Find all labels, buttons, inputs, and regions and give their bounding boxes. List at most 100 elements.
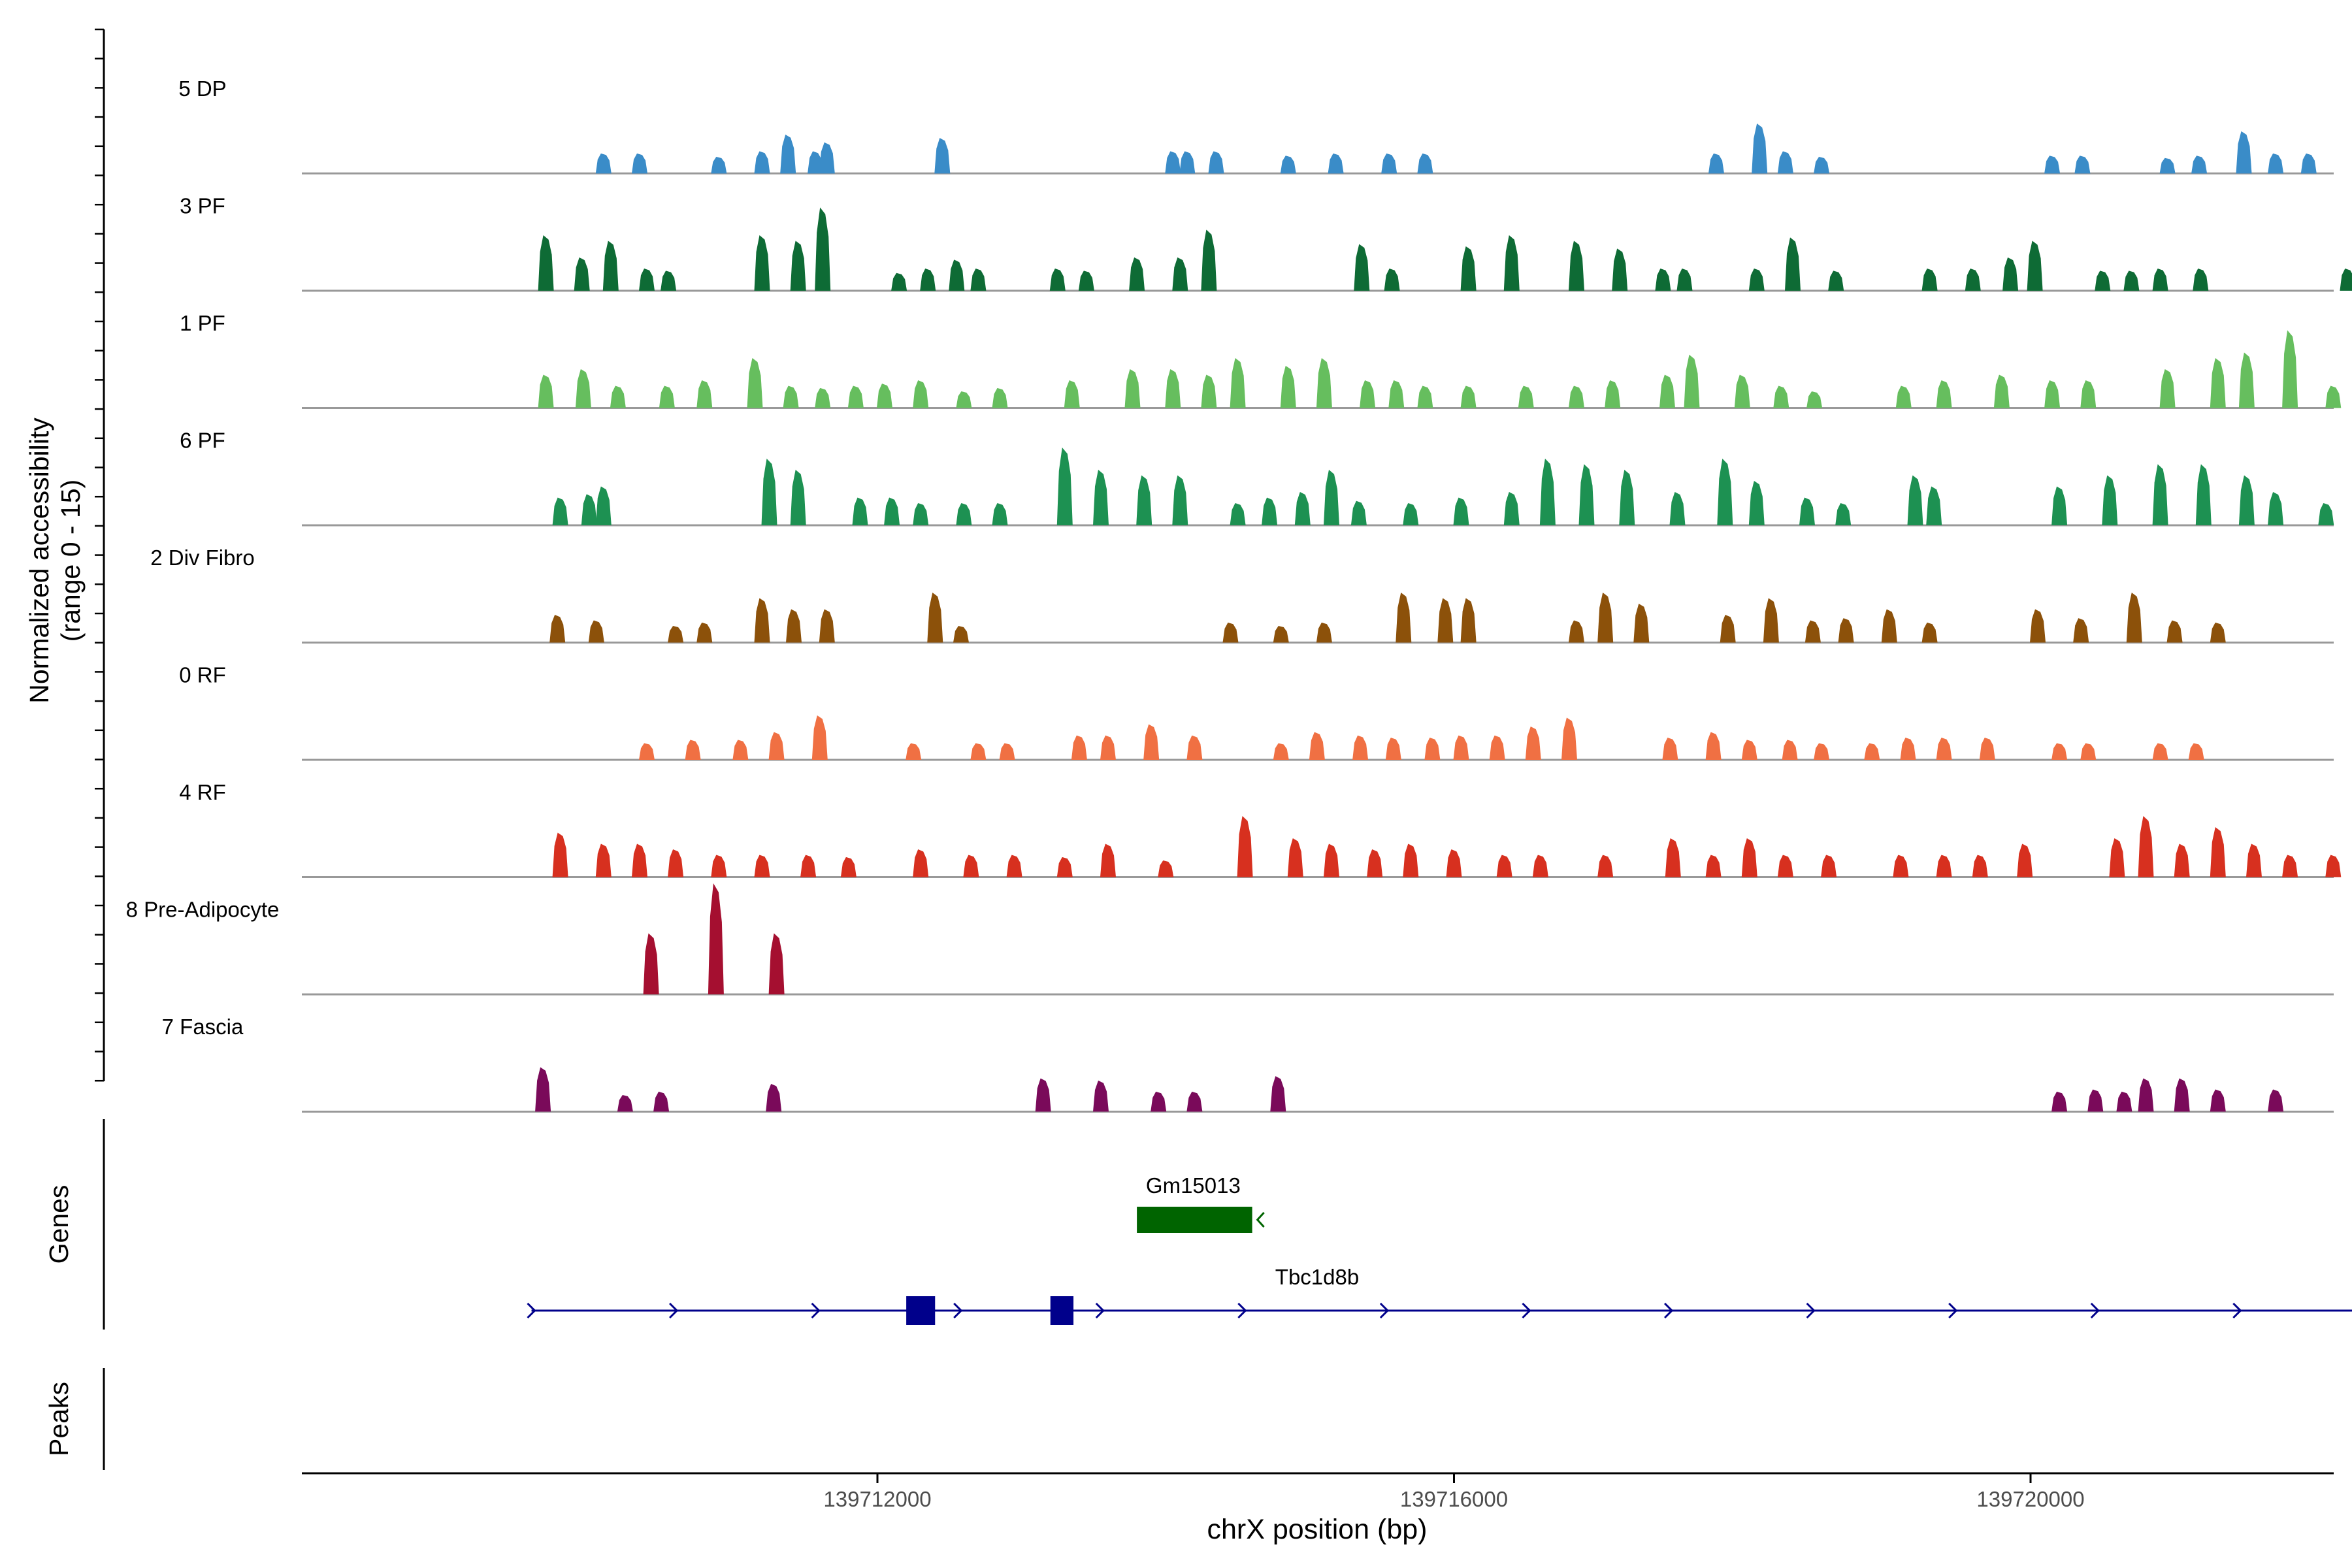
track-label: 8 Pre-Adipocyte <box>126 898 280 922</box>
coverage-peak <box>1071 735 1087 760</box>
coverage-peak <box>754 235 770 291</box>
coverage-peak <box>2282 855 2298 877</box>
coverage-peak <box>588 620 604 643</box>
coverage-peak <box>1907 475 1923 525</box>
coverage-peak <box>891 272 907 291</box>
coverage-peak <box>754 598 770 643</box>
track-5-dp: 5 DP <box>178 76 2334 174</box>
coverage-peak <box>574 257 590 291</box>
coverage-peak <box>538 374 554 408</box>
coverage-peak <box>1705 855 1722 877</box>
coverage-peak <box>1280 155 1296 174</box>
coverage-peak <box>711 157 727 174</box>
strand-arrow <box>1522 1302 1531 1319</box>
track-3-pf: 3 PF <box>180 194 2352 292</box>
coverage-peak <box>1708 153 1724 174</box>
coverage-peak <box>852 497 868 525</box>
coverage-peak <box>1748 269 1765 291</box>
coverage-peak <box>1561 717 1577 760</box>
coverage-peak <box>2138 816 2154 877</box>
coverage-peak <box>1835 503 1852 525</box>
coverage-peak <box>1496 855 1512 877</box>
coverage-peak <box>1165 369 1181 408</box>
strand-arrow <box>1237 1302 1247 1319</box>
coverage-peak <box>1006 855 1022 877</box>
coverage-peak <box>1165 151 1181 174</box>
strand-arrow <box>2232 1302 2242 1319</box>
coverage-peak <box>653 1091 670 1112</box>
coverage-peak <box>1799 497 1815 525</box>
coverage-peak <box>811 715 828 760</box>
coverage-peak <box>1273 626 1289 643</box>
coverage-peak <box>595 153 612 174</box>
track-label: 4 RF <box>179 780 226 804</box>
coverage-peak <box>581 494 597 525</box>
coverage-peak <box>1446 849 1462 877</box>
gene-label: Tbc1d8b <box>1275 1265 1359 1289</box>
coverage-peak <box>1569 620 1584 643</box>
coverage-peak <box>747 358 763 408</box>
coverage-peak <box>2300 153 2317 174</box>
coverage-peak <box>1741 740 1757 760</box>
coverage-peak <box>2080 743 2097 760</box>
strand-arrow <box>811 1302 821 1319</box>
x-axis-ticks: 139712000 139716000 139720000 <box>823 1473 2085 1511</box>
coverage-peak <box>1309 732 1325 760</box>
coverage-peak <box>1100 735 1116 760</box>
coverage-peak <box>2238 475 2255 525</box>
coverage-peak <box>1665 838 1681 877</box>
coverage-peak <box>1717 459 1733 525</box>
coverage-peak <box>575 369 591 408</box>
coverage-peak <box>595 486 612 525</box>
coverage-peak <box>1316 358 1332 408</box>
coverage-peak <box>913 849 929 877</box>
coverage-peak <box>1385 738 1401 760</box>
coverage-peak <box>639 269 655 291</box>
coverage-peak <box>1388 380 1405 408</box>
y-axis-label-line2: (range 0 - 15) <box>56 480 86 642</box>
coverage-peak <box>1633 604 1650 643</box>
coverage-peak <box>1424 738 1441 760</box>
coverage-peak <box>1078 270 1094 291</box>
coverage-peak <box>2268 492 2284 525</box>
strand-arrow <box>669 1302 679 1319</box>
coverage-peak <box>1936 380 1952 408</box>
coverage-peak <box>780 135 796 174</box>
coverage-peak <box>538 235 554 291</box>
track-1-pf: 1 PF <box>180 311 2342 409</box>
track-label: 2 Div Fibro <box>150 546 255 570</box>
coverage-peak <box>913 380 929 408</box>
coverage-peak <box>2238 352 2255 408</box>
coverage-peak <box>847 385 864 408</box>
strand-arrow <box>1948 1302 1958 1319</box>
coverage-peak <box>1035 1078 1051 1112</box>
coverage-peak <box>1669 492 1686 525</box>
coverage-peak <box>661 270 677 291</box>
coverage-peak <box>1093 470 1109 525</box>
coverage-peak <box>1287 838 1303 877</box>
coverage-peak <box>2159 369 2176 408</box>
coverage-peak <box>2193 269 2209 291</box>
coverage-peak <box>1518 385 1534 408</box>
coverage-peak <box>1273 743 1289 760</box>
coverage-peak <box>953 626 969 643</box>
coverage-peak <box>884 497 900 525</box>
coverage-peak <box>790 470 806 525</box>
coverage-peak <box>1777 151 1793 174</box>
coverage-peak <box>1151 1091 1167 1112</box>
gene-exon <box>1050 1296 1074 1325</box>
coverage-peak <box>632 153 647 174</box>
coverage-peak <box>1100 843 1116 877</box>
coverage-peak <box>1821 855 1837 877</box>
peaks-panel-label: Peaks <box>44 1382 74 1456</box>
coverage-peak <box>1201 229 1217 291</box>
coverage-peak <box>1619 470 1635 525</box>
x-axis-title: chrX position (bp) <box>1207 1514 1428 1545</box>
coverage-peak <box>2027 240 2043 291</box>
coverage-peak <box>1773 385 1789 408</box>
strand-arrow <box>1664 1302 1674 1319</box>
gene-annotations: Gm15013 Tbc1d8b <box>527 1173 2352 1325</box>
coverage-peak <box>1705 732 1722 760</box>
coverage-peak <box>1921 622 1938 643</box>
